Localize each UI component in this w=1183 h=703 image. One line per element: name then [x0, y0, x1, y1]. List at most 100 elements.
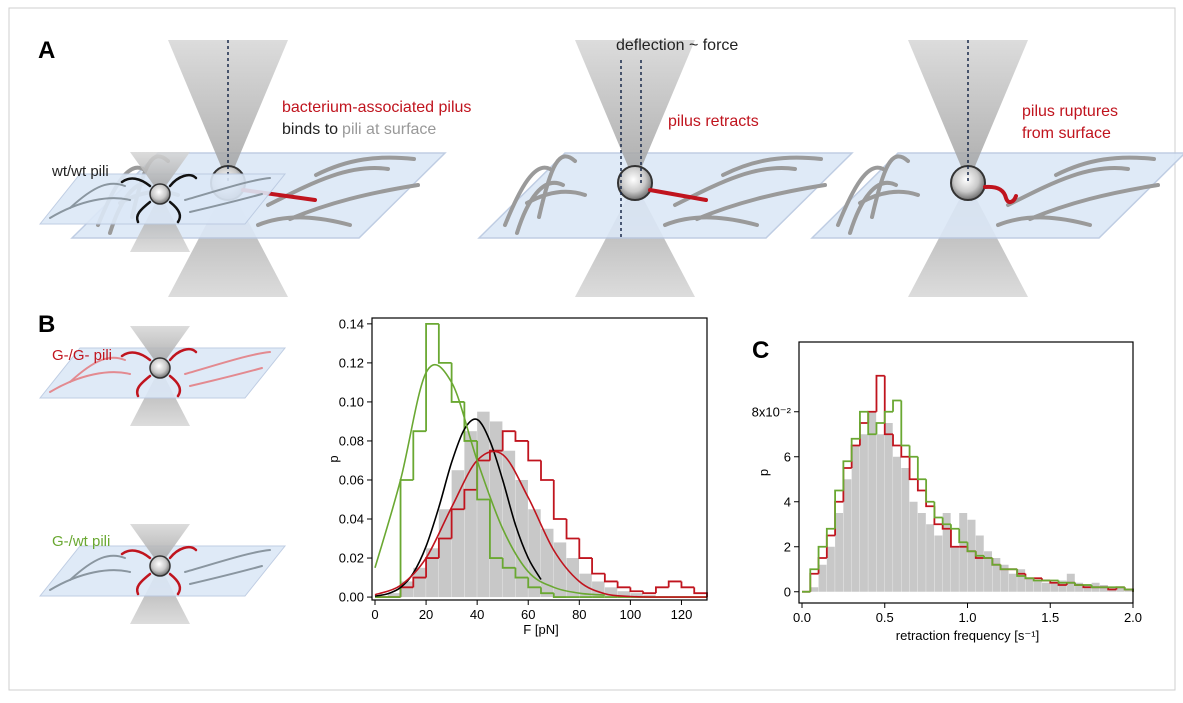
panel-label: C [752, 337, 769, 364]
histogram-step [950, 524, 960, 530]
histogram-bar [438, 509, 452, 598]
histogram-step [817, 545, 827, 570]
frame [8, 7, 1176, 691]
x-tick-label: 1.5 [1041, 610, 1059, 625]
histogram-step [900, 400, 910, 447]
histogram-step [983, 555, 993, 559]
histogram-step [892, 399, 902, 412]
histogram-bar [835, 513, 844, 592]
histogram-step [489, 499, 503, 559]
y-tick-label: 0.12 [339, 355, 364, 370]
histogram-bar [566, 558, 580, 598]
y-tick-label: 0.14 [339, 316, 364, 331]
y-tick-label: 0 [784, 584, 791, 599]
histogram-bar [604, 587, 618, 598]
histogram-bar [515, 479, 528, 598]
annotation: pilus ruptures [1022, 103, 1118, 120]
histogram-step [867, 411, 877, 436]
histogram-step [552, 479, 567, 520]
diagram-label: wt/wt pili [51, 163, 109, 180]
diagram-label: G-/G- pili [52, 347, 112, 364]
histogram-step [540, 587, 554, 595]
histogram-step [425, 322, 439, 432]
histogram-bar [617, 591, 631, 598]
histogram-bar [826, 546, 835, 592]
histogram-step [809, 568, 819, 592]
annotation-part: binds to [282, 121, 338, 138]
scene [70, 38, 447, 299]
histogram-step [412, 576, 427, 588]
scene [39, 325, 286, 427]
histogram-step [655, 586, 669, 594]
y-axis-label: p [326, 455, 341, 462]
histogram-bar [1116, 587, 1125, 592]
histogram-step [916, 456, 927, 481]
histogram-step [925, 479, 935, 503]
histogram-bar [489, 421, 503, 598]
histogram-step [680, 581, 695, 589]
histogram-step [1090, 585, 1100, 589]
histogram-bar [909, 501, 918, 592]
panel-label: A [38, 37, 55, 64]
histogram-bar [984, 551, 993, 592]
histogram-step [578, 538, 593, 559]
histogram-bar [541, 528, 554, 598]
plot-frame [798, 341, 1134, 604]
scene [810, 38, 1183, 299]
histogram-bar [843, 479, 852, 592]
histogram-step [991, 558, 1001, 566]
histogram-bar [959, 513, 968, 592]
histogram-bar [950, 546, 959, 592]
histogram-bar [643, 595, 656, 598]
x-axis-label: F [pN] [523, 622, 558, 637]
histogram-bar [1124, 589, 1133, 592]
histogram-step [875, 374, 885, 412]
histogram-step [1057, 580, 1067, 584]
histogram-step [514, 431, 529, 442]
x-tick-label: 120 [671, 607, 693, 622]
histogram-bar [810, 587, 819, 592]
x-tick-label: 0.5 [876, 610, 894, 625]
y-tick-label: 6 [784, 449, 791, 464]
histogram-bar [868, 411, 877, 592]
histogram-bar [884, 423, 893, 592]
histogram-step [950, 528, 960, 548]
histogram-step [875, 422, 885, 435]
histogram-step [514, 567, 529, 579]
scene [39, 151, 286, 253]
histogram-step [842, 460, 852, 491]
x-axis-label: retraction frequency [s⁻¹] [896, 628, 1039, 643]
x-tick-label: 2.0 [1124, 610, 1142, 625]
histogram-step [527, 440, 541, 462]
y-tick-label: 0.06 [339, 472, 364, 487]
histogram-step [908, 445, 918, 458]
x-tick-label: 1.0 [958, 610, 976, 625]
histogram-bar [1058, 580, 1067, 592]
histogram-step [925, 490, 935, 508]
x-tick-label: 60 [521, 607, 535, 622]
histogram-bar [901, 468, 910, 592]
x-tick-label: 20 [419, 607, 433, 622]
y-tick-label: 0.08 [339, 433, 364, 448]
histogram-step [916, 479, 927, 492]
histogram-step [463, 401, 478, 442]
histogram-bar [630, 593, 643, 598]
histogram-bar [426, 548, 439, 598]
histogram-bar [942, 513, 951, 592]
histogram-step [958, 528, 968, 544]
histogram-step [616, 581, 631, 589]
histogram-bar [1025, 578, 1034, 592]
annotation: binds to pili at surface [282, 121, 436, 138]
histogram-bar [851, 445, 860, 592]
fit-line [374, 363, 605, 596]
histogram-bar [413, 567, 426, 598]
panel-label: B [38, 311, 55, 338]
histogram-step [603, 573, 618, 583]
histogram-bar [1099, 585, 1108, 592]
histogram-step [642, 591, 656, 595]
y-tick-label: 0.02 [339, 551, 364, 566]
histogram-bar [876, 434, 885, 592]
plot [802, 374, 1134, 593]
histogram-bar [528, 509, 541, 598]
